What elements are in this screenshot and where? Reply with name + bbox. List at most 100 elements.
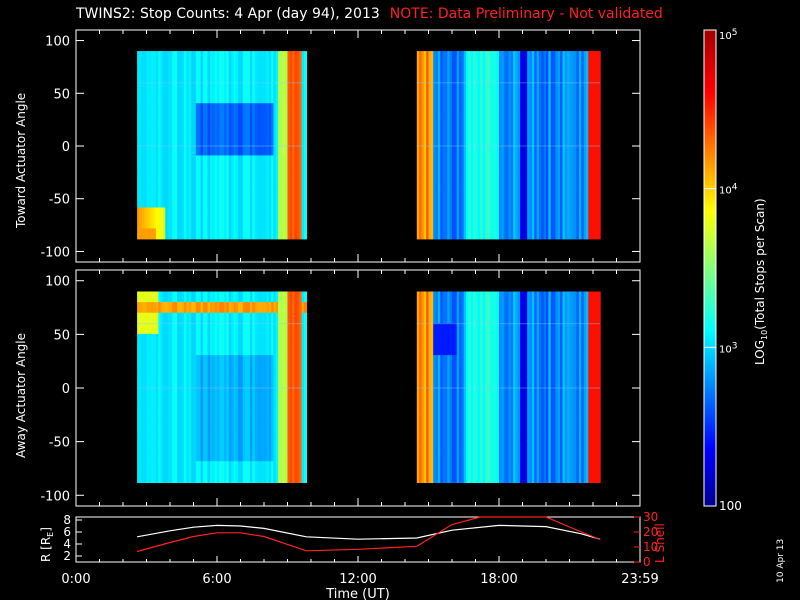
heatmap-cell — [184, 302, 187, 314]
heatmap-cell — [571, 82, 575, 94]
heatmap-cell — [541, 461, 545, 473]
heatmap-cell — [151, 92, 155, 104]
heatmap-cell — [524, 61, 528, 73]
heatmap-cell — [292, 217, 296, 229]
heatmap-cell — [242, 323, 246, 335]
heatmap-cell — [167, 302, 171, 314]
heatmap-cell — [200, 312, 204, 324]
heatmap-cell — [449, 471, 453, 483]
heatmap-cell — [482, 71, 486, 83]
heatmap-cell — [524, 461, 528, 473]
heatmap-cell — [275, 92, 279, 104]
heatmap-cell — [508, 355, 512, 367]
heatmap-cell — [499, 355, 502, 367]
heatmap-cell — [165, 408, 169, 420]
heatmap-cell — [442, 461, 446, 473]
heatmap-cell — [162, 386, 166, 399]
heatmap-cell — [210, 176, 213, 188]
heatmap-cell — [224, 113, 227, 125]
heatmap-cell — [139, 134, 143, 146]
heatmap-cell — [273, 471, 277, 483]
heatmap-cell — [195, 418, 199, 430]
heatmap-cell — [475, 365, 479, 377]
heatmap-cell — [179, 165, 183, 177]
heatmap-cell — [426, 92, 430, 104]
heatmap-cell — [287, 397, 291, 409]
heatmap-cell — [477, 155, 481, 167]
heatmap-cell — [205, 165, 209, 177]
heatmap-cell — [170, 124, 173, 136]
heatmap-cell — [264, 176, 267, 188]
heatmap-cell — [440, 134, 444, 146]
heatmap-cell — [437, 103, 441, 115]
heatmap-cell — [489, 333, 493, 346]
heatmap-cell — [144, 408, 148, 420]
heatmap-cell — [463, 386, 467, 399]
heatmap-cell — [296, 217, 300, 229]
heatmap-cell — [508, 51, 512, 63]
heatmap-cell — [461, 323, 465, 335]
heatmap-cell — [301, 418, 305, 430]
heatmap-cell — [301, 450, 305, 462]
heatmap-cell — [543, 124, 547, 136]
heatmap-cell — [487, 165, 491, 177]
heatmap-cell — [527, 450, 531, 462]
heatmap-cell — [252, 450, 256, 462]
heatmap-cell — [184, 113, 187, 125]
heatmap-cell — [292, 82, 296, 94]
heatmap-cell — [184, 418, 187, 430]
heatmap-cell — [437, 228, 441, 240]
heatmap-cell — [440, 124, 444, 136]
heatmap-cell — [191, 197, 195, 209]
heatmap-cell — [207, 155, 211, 167]
heatmap-cell — [527, 82, 531, 94]
heatmap-cell — [245, 408, 249, 420]
heatmap-cell — [139, 61, 143, 73]
heatmap-cell — [141, 207, 145, 219]
heatmap-cell — [219, 440, 223, 452]
heatmap-cell — [282, 302, 286, 314]
heatmap-cell — [428, 113, 432, 125]
heatmap-cell — [273, 418, 277, 430]
heatmap-cell — [517, 302, 521, 314]
heatmap-cell — [501, 450, 505, 462]
heatmap-cell — [531, 440, 535, 452]
heatmap-cell — [193, 207, 197, 219]
heatmap-cell — [487, 144, 491, 156]
heatmap-cell — [188, 228, 192, 240]
heatmap-cell — [494, 418, 498, 430]
heatmap-cell — [513, 376, 517, 388]
heatmap-cell — [144, 471, 148, 483]
heatmap-cell — [468, 165, 472, 177]
heatmap-cell — [200, 165, 204, 177]
heatmap-cell — [167, 124, 171, 136]
heatmap-cell — [463, 61, 467, 73]
heatmap-cell — [158, 418, 162, 430]
heatmap-cell — [480, 197, 484, 209]
heatmap-cell — [257, 355, 260, 367]
heatmap-cell — [531, 155, 535, 167]
heatmap-cell — [202, 103, 206, 115]
heatmap-cell — [529, 418, 533, 430]
heatmap-cell — [294, 124, 298, 136]
heatmap-cell — [242, 344, 246, 356]
heatmap-cell — [224, 144, 227, 156]
heatmap-cell — [517, 186, 521, 198]
heatmap-cell — [590, 217, 594, 229]
heatmap-cell — [221, 176, 225, 188]
heatmap-cell — [158, 471, 162, 483]
heatmap-cell — [165, 450, 169, 462]
heatmap-cell — [207, 365, 211, 377]
heatmap-cell — [275, 155, 279, 167]
heatmap-cell — [167, 376, 171, 388]
heatmap-cell — [571, 71, 575, 83]
heatmap-cell — [524, 429, 528, 441]
heatmap-cell — [207, 71, 211, 83]
heatmap-cell — [155, 408, 159, 420]
heatmap-cell — [463, 113, 467, 125]
heatmap-cell — [491, 197, 495, 209]
heatmap-cell — [186, 471, 190, 483]
heatmap-cell — [252, 71, 256, 83]
heatmap-cell — [259, 155, 263, 167]
heatmap-cell — [452, 355, 455, 367]
